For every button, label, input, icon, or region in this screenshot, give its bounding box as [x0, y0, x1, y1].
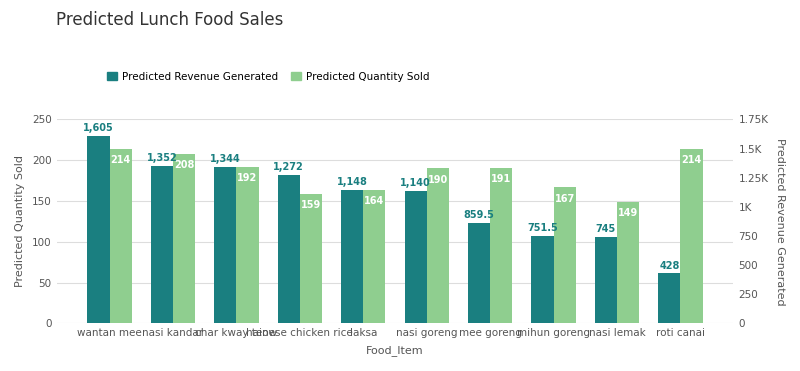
Bar	[341, 190, 363, 323]
Text: 1,352: 1,352	[146, 153, 178, 163]
Bar	[173, 154, 195, 323]
Bar	[300, 194, 322, 323]
Text: 191: 191	[491, 174, 511, 184]
Text: 1,344: 1,344	[210, 154, 241, 164]
Bar	[681, 149, 702, 323]
Text: 192: 192	[238, 173, 258, 183]
Text: 208: 208	[174, 160, 194, 170]
Text: 745: 745	[596, 224, 616, 234]
Bar	[363, 190, 386, 323]
X-axis label: Food_Item: Food_Item	[366, 345, 424, 356]
Bar	[468, 223, 490, 323]
Bar	[490, 168, 512, 323]
Y-axis label: Predicted Quantity Sold: Predicted Quantity Sold	[15, 155, 25, 288]
Text: 167: 167	[554, 194, 575, 204]
Bar	[658, 273, 681, 323]
Text: 164: 164	[364, 196, 385, 206]
Bar	[554, 187, 576, 323]
Bar	[426, 168, 449, 323]
Bar	[150, 166, 173, 323]
Text: 859.5: 859.5	[464, 210, 494, 220]
Bar	[617, 202, 639, 323]
Text: 159: 159	[301, 200, 321, 210]
Text: 214: 214	[110, 155, 130, 165]
Bar	[405, 190, 426, 323]
Legend: Predicted Revenue Generated, Predicted Quantity Sold: Predicted Revenue Generated, Predicted Q…	[102, 68, 434, 86]
Text: 1,272: 1,272	[274, 162, 304, 172]
Bar	[87, 137, 110, 323]
Text: 190: 190	[428, 175, 448, 185]
Bar	[237, 167, 258, 323]
Text: 149: 149	[618, 209, 638, 218]
Text: Predicted Lunch Food Sales: Predicted Lunch Food Sales	[56, 11, 283, 29]
Y-axis label: Predicted Revenue Generated: Predicted Revenue Generated	[775, 138, 785, 305]
Bar	[278, 175, 300, 323]
Text: 214: 214	[682, 155, 702, 165]
Bar	[531, 236, 554, 323]
Text: 428: 428	[659, 260, 679, 270]
Text: 751.5: 751.5	[527, 223, 558, 233]
Text: 1,140: 1,140	[400, 178, 431, 188]
Bar	[110, 149, 132, 323]
Text: 1,148: 1,148	[337, 177, 368, 187]
Text: 1,605: 1,605	[83, 124, 114, 134]
Bar	[214, 167, 237, 323]
Bar	[595, 237, 617, 323]
